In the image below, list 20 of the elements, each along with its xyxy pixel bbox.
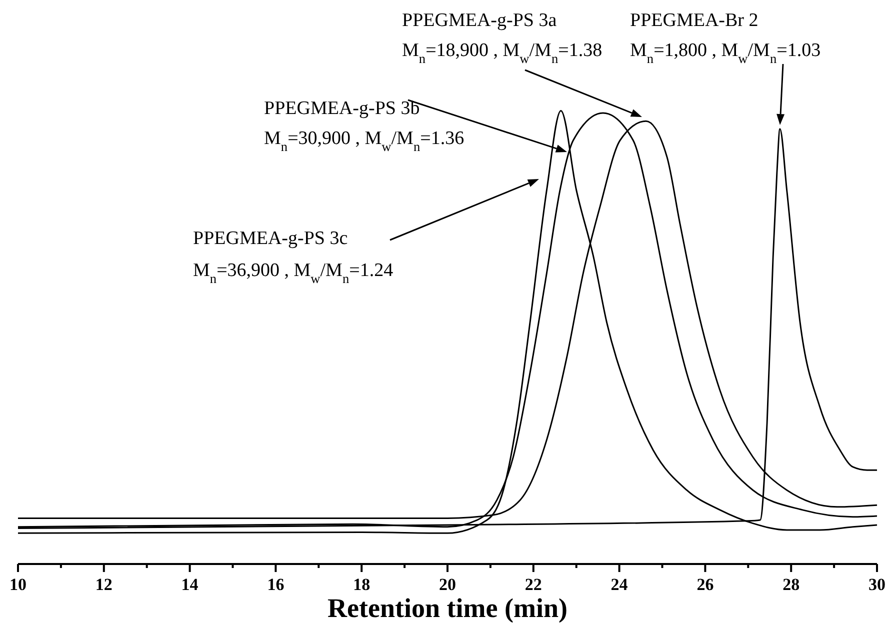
text: M$_{n}$=1,800 , M$_{w}$/M$_{n}$=1.03	[630, 40, 821, 66]
x-tick-label: 12	[95, 575, 112, 594]
text: PPEGMEA-g-PS 3a	[402, 10, 558, 32]
x-tick-label: 26	[696, 575, 714, 594]
x-tick-label: 14	[181, 575, 199, 594]
x-axis-title: Retention time (min)	[328, 593, 568, 623]
x-tick-label: 18	[353, 575, 370, 594]
x-tick-label: 10	[10, 575, 26, 594]
annotation: M$_{n}$=30,900 , M$_{w}$/M$_{n}$=1.36	[264, 128, 464, 154]
x-tick-label: 20	[439, 575, 456, 594]
x-tick-label: 24	[610, 575, 628, 594]
annotation: PPEGMEA-g-PS 3c	[193, 228, 348, 250]
x-tick-label: 16	[267, 575, 284, 594]
x-tick-label: 22	[524, 575, 542, 594]
text: M$_{n}$=18,900 , M$_{w}$/M$_{n}$=1.38	[402, 40, 602, 66]
x-tick-label: 28	[782, 575, 800, 594]
annotation: PPEGMEA-g-PS 3b	[264, 98, 420, 120]
x-tick-label: 30	[868, 575, 886, 594]
annotation: M$_{n}$=36,900 , M$_{w}$/M$_{n}$=1.24	[193, 260, 394, 286]
text: PPEGMEA-Br 2	[630, 10, 758, 32]
